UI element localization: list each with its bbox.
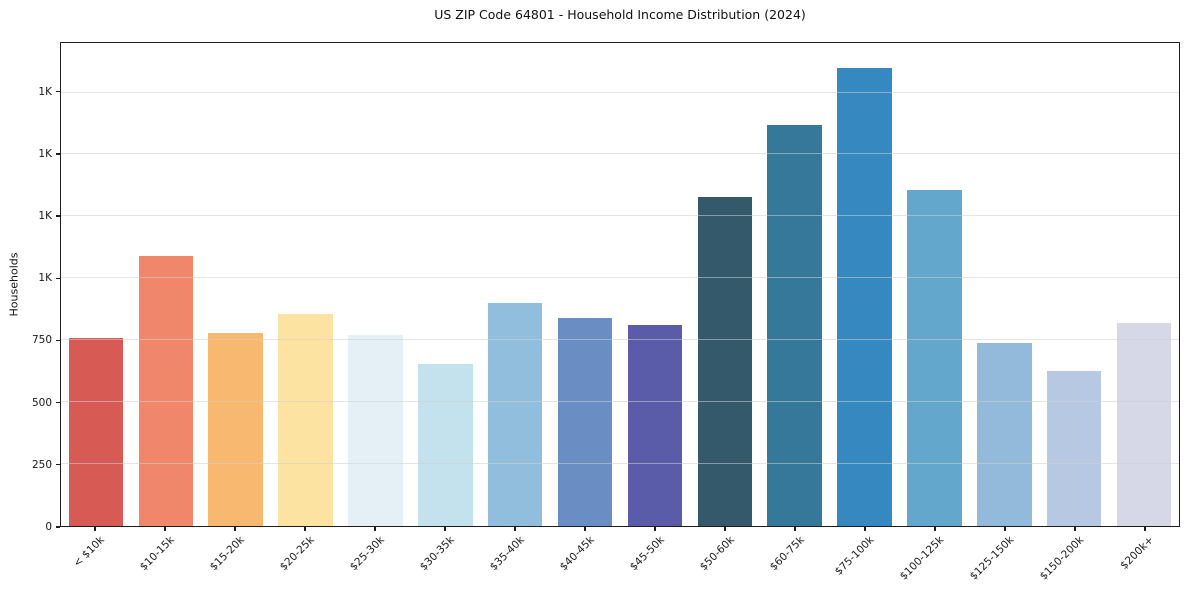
- bar-$35-40k: [487, 303, 543, 526]
- y-tick-mark: [56, 464, 60, 466]
- bar-slot: [410, 43, 480, 526]
- y-tick-label: 500: [31, 396, 52, 409]
- y-tick-mark: [56, 91, 60, 93]
- x-tick-label: $10-15k: [137, 534, 177, 574]
- y-tick-mark: [56, 215, 60, 217]
- x-tick-mark: [514, 527, 516, 531]
- bar-slot: [201, 43, 271, 526]
- x-tick-mark: [794, 527, 796, 531]
- bar-slot: [969, 43, 1039, 526]
- bar-slot: [341, 43, 411, 526]
- bar-slot: [271, 43, 341, 526]
- bar-slot: [900, 43, 970, 526]
- bar-slot: [61, 43, 131, 526]
- x-tick-mark: [164, 527, 166, 531]
- bar-$40-45k: [557, 317, 613, 526]
- x-tick-mark: [1144, 527, 1146, 531]
- y-tick-label: 750: [31, 334, 52, 347]
- bar-slot: [480, 43, 550, 526]
- bar-slot: [1109, 43, 1179, 526]
- x-tick-mark: [1074, 527, 1076, 531]
- x-tick-mark: [934, 527, 936, 531]
- bar-$150-200k: [1046, 371, 1102, 526]
- x-tick-label: $15-20k: [207, 534, 247, 574]
- x-tick-mark: [584, 527, 586, 531]
- bar-$10-15k: [138, 256, 194, 526]
- x-tick-label: $125-150k: [967, 534, 1017, 583]
- bar-$30-35k: [418, 363, 473, 526]
- x-tick-label: < $10k: [70, 534, 107, 570]
- bar-slot: [830, 43, 900, 526]
- x-tick-mark: [94, 527, 96, 531]
- bar-$15-20k: [208, 332, 263, 526]
- y-tick-label: 1K: [38, 210, 52, 223]
- y-tick-mark: [56, 339, 60, 342]
- y-tick-mark: [56, 153, 60, 155]
- x-tick-label: $150-200k: [1037, 534, 1087, 583]
- bar-$75-100k: [837, 67, 892, 526]
- bar-slot: [690, 43, 760, 526]
- x-tick-mark: [304, 527, 306, 531]
- x-tick-label: $45-50k: [627, 534, 667, 574]
- x-tick-label: $20-25k: [277, 534, 317, 574]
- x-tick-label: $25-30k: [347, 534, 387, 574]
- y-tick-label: 1K: [38, 85, 52, 98]
- chart-title: US ZIP Code 64801 - Household Income Dis…: [434, 7, 806, 22]
- bar-slot: [550, 43, 620, 526]
- y-tick-label: 1K: [38, 147, 52, 160]
- x-tick-mark: [234, 527, 236, 531]
- y-tick-label: 1K: [38, 272, 52, 285]
- bar-$20-25k: [278, 314, 333, 526]
- x-tick-mark: [724, 527, 726, 531]
- x-tick-label: $200k+: [1118, 534, 1157, 572]
- bar-$45-50k: [627, 325, 683, 526]
- x-tick-mark: [654, 527, 656, 531]
- x-tick-mark: [1004, 527, 1006, 531]
- x-tick-label: $40-45k: [557, 534, 597, 574]
- x-tick-label: $50-60k: [697, 534, 737, 574]
- bar-$200k+: [1116, 322, 1172, 526]
- bar-$50-60k: [697, 196, 753, 526]
- bar-$60-75k: [767, 124, 822, 526]
- y-tick-mark: [56, 401, 60, 404]
- x-tick-mark: [374, 527, 376, 531]
- y-tick-label: 0: [45, 521, 52, 533]
- x-tick-label: $30-35k: [417, 534, 457, 574]
- bars-container: [61, 43, 1179, 526]
- plot-area: [60, 42, 1180, 527]
- x-tick-label: $100-125k: [897, 534, 947, 583]
- bar-slot: [760, 43, 830, 526]
- bar-$25-30k: [348, 335, 403, 526]
- x-tick-mark: [444, 527, 446, 531]
- x-tick-label: $35-40k: [487, 534, 527, 574]
- bar-$100-125k: [907, 190, 962, 526]
- y-tick-mark: [56, 526, 60, 528]
- y-tick-label: 250: [31, 458, 52, 471]
- bar-$125-150k: [977, 342, 1032, 526]
- y-tick-mark: [56, 277, 60, 279]
- bar-slot: [1039, 43, 1109, 526]
- x-tick-mark: [864, 527, 866, 531]
- bar-slot: [131, 43, 201, 526]
- bar-slot: [620, 43, 690, 526]
- bar-< $10k: [68, 337, 124, 526]
- x-tick-label: $60-75k: [767, 534, 807, 574]
- x-tick-label: $75-100k: [832, 534, 877, 578]
